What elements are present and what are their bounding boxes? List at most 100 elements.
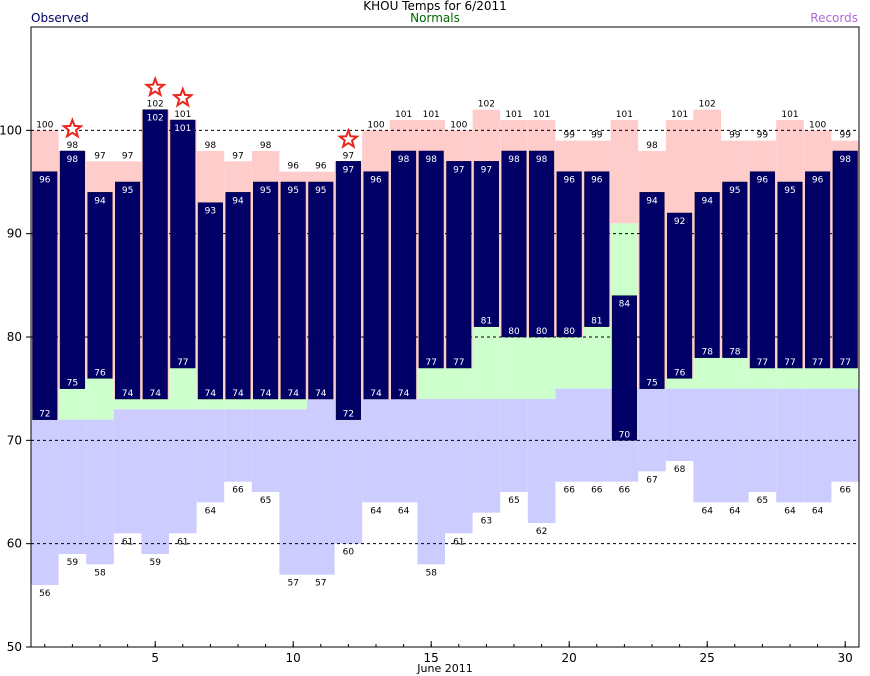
record-low-band <box>141 409 169 554</box>
normal-band <box>721 357 749 389</box>
record-low-label: 64 <box>205 506 217 516</box>
y-tick-label: 80 <box>7 330 22 344</box>
observed-low-label: 72 <box>343 410 354 420</box>
record-low-label: 64 <box>398 506 410 516</box>
observed-bar <box>473 161 499 327</box>
record-low-label: 61 <box>177 537 188 547</box>
normal-band <box>472 326 501 399</box>
observed-low-label: 74 <box>315 389 327 399</box>
record-high-label: 100 <box>809 120 826 130</box>
record-low-band <box>555 388 583 482</box>
record-star-icon <box>337 127 360 149</box>
observed-low-label: 75 <box>67 379 78 389</box>
observed-low-label: 80 <box>563 327 575 337</box>
record-high-label: 101 <box>505 110 522 120</box>
record-low-label: 66 <box>232 486 244 496</box>
record-low-band <box>776 388 804 503</box>
record-low-band <box>86 419 114 565</box>
record-high-label: 96 <box>287 162 299 172</box>
observed-high-label: 97 <box>343 165 354 175</box>
observed-low-label: 81 <box>591 317 602 327</box>
observed-bar <box>584 171 610 327</box>
observed-high-label: 92 <box>674 217 685 227</box>
record-high-label: 98 <box>67 141 79 151</box>
record-low-label: 64 <box>812 506 824 516</box>
record-low-label: 65 <box>508 496 519 506</box>
observed-low-label: 74 <box>122 389 134 399</box>
record-low-label: 66 <box>839 486 851 496</box>
observed-high-label: 98 <box>67 155 79 165</box>
record-low-label: 62 <box>536 527 547 537</box>
record-high-label: 100 <box>367 120 384 130</box>
observed-high-label: 94 <box>232 196 244 206</box>
record-star-icon <box>171 86 195 108</box>
record-low-band <box>58 419 87 554</box>
observed-low-label: 77 <box>177 358 188 368</box>
y-tick-label: 90 <box>7 227 22 241</box>
record-low-band <box>583 388 611 482</box>
record-high-label: 101 <box>781 110 798 120</box>
observed-bar <box>59 150 85 389</box>
observed-high-label: 94 <box>646 196 658 206</box>
y-tick-label: 60 <box>7 537 22 551</box>
normal-band <box>831 368 859 389</box>
observed-low-label: 74 <box>398 389 410 399</box>
record-low-label: 58 <box>425 568 437 578</box>
record-high-label: 98 <box>260 141 272 151</box>
observed-low-label: 76 <box>94 368 106 378</box>
legend-observed: Observed <box>31 11 89 25</box>
observed-bar <box>418 150 444 369</box>
observed-low-label: 80 <box>536 327 548 337</box>
x-tick-label: 20 <box>562 651 577 665</box>
record-low-label: 56 <box>39 589 51 599</box>
observed-low-label: 70 <box>619 430 631 440</box>
record-low-band <box>638 388 666 472</box>
normal-band <box>665 378 694 389</box>
observed-high-label: 95 <box>315 186 326 196</box>
record-high-label: 101 <box>174 110 191 120</box>
record-low-label: 59 <box>67 558 79 568</box>
observed-bar <box>722 181 748 358</box>
observed-high-label: 96 <box>39 176 51 186</box>
observed-low-label: 74 <box>287 389 299 399</box>
observed-low-label: 76 <box>674 368 686 378</box>
normal-band <box>445 368 473 399</box>
normal-band <box>169 368 197 410</box>
observed-bar <box>32 171 58 420</box>
observed-high-label: 101 <box>174 124 191 134</box>
observed-low-label: 80 <box>508 327 520 337</box>
record-low-band <box>169 409 197 534</box>
observed-low-label: 74 <box>205 389 217 399</box>
normal-band <box>776 368 804 389</box>
observed-low-label: 74 <box>370 389 382 399</box>
observed-high-label: 98 <box>398 155 410 165</box>
observed-high-label: 102 <box>147 114 164 124</box>
record-low-band <box>196 409 225 503</box>
record-low-label: 61 <box>453 537 464 547</box>
record-low-label: 63 <box>481 517 492 527</box>
x-tick-label: 15 <box>424 651 439 665</box>
record-low-band <box>113 409 142 534</box>
observed-high-label: 95 <box>729 186 740 196</box>
record-low-label: 65 <box>757 496 768 506</box>
observed-high-label: 97 <box>481 165 492 175</box>
x-tick-label: 10 <box>286 651 301 665</box>
observed-high-label: 84 <box>619 300 631 310</box>
record-low-band <box>31 419 59 585</box>
observed-low-label: 81 <box>481 317 492 327</box>
normal-band <box>748 368 777 389</box>
record-high-band <box>610 120 639 224</box>
observed-bar <box>832 150 858 369</box>
record-high-label: 96 <box>315 162 327 172</box>
record-high-label: 98 <box>205 141 217 151</box>
normal-band <box>555 337 583 389</box>
observed-low-label: 77 <box>425 358 436 368</box>
observed-high-label: 95 <box>122 186 133 196</box>
normal-band <box>224 399 252 410</box>
observed-bar <box>777 181 803 369</box>
normal-band <box>141 399 169 410</box>
observed-low-label: 77 <box>784 358 795 368</box>
normal-band <box>113 399 142 410</box>
observed-bar <box>335 161 361 420</box>
observed-low-label: 77 <box>453 358 464 368</box>
